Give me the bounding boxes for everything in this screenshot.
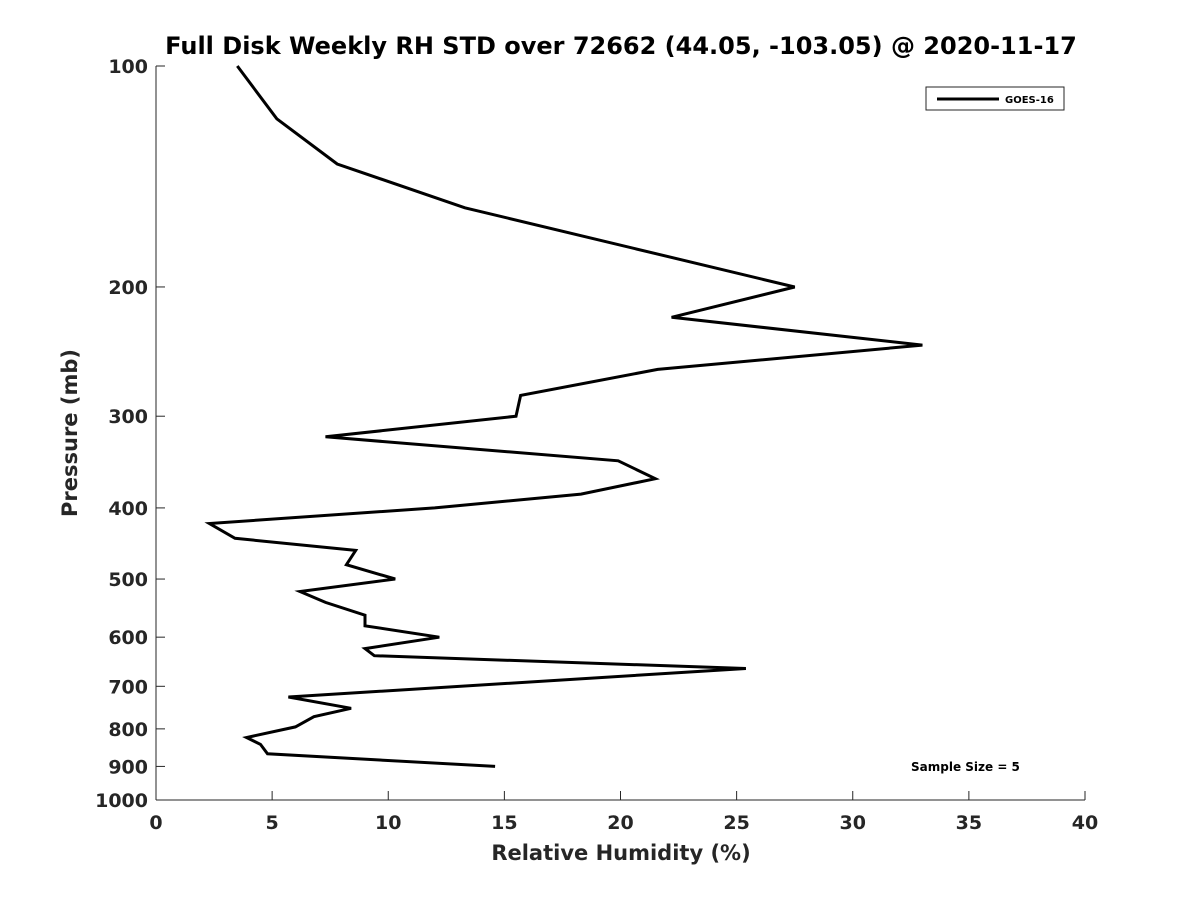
series-line-goes-16	[204, 65, 923, 768]
y-tick-label: 200	[108, 277, 148, 299]
x-tick-label: 30	[840, 812, 866, 834]
y-tick-label: 100	[108, 56, 148, 78]
x-axis-label: Relative Humidity (%)	[491, 841, 750, 865]
x-tick-label: 40	[1072, 812, 1098, 834]
y-tick-label: 500	[108, 569, 148, 591]
y-axis-label: Pressure (mb)	[58, 349, 82, 517]
y-tick-label: 900	[108, 756, 148, 778]
legend: GOES-16	[925, 86, 1065, 111]
x-tick-label: 5	[266, 812, 279, 834]
y-tick-label: 300	[108, 406, 148, 428]
x-tick-label: 20	[607, 812, 633, 834]
legend-label-goes-16: GOES-16	[1005, 95, 1054, 106]
x-tick-label: 35	[956, 812, 982, 834]
sample-size-annotation: Sample Size = 5	[911, 760, 1020, 774]
x-tick-label: 15	[491, 812, 517, 834]
x-tick-label: 0	[149, 812, 162, 834]
y-tick-label: 600	[108, 627, 148, 649]
y-tick-label: 1000	[95, 790, 148, 812]
y-axis-ticks: 100 200 300 400 500 600 700 800 900 1000	[95, 56, 165, 812]
chart-title: Full Disk Weekly RH STD over 72662 (44.0…	[165, 32, 1077, 60]
y-tick-label: 800	[108, 719, 148, 741]
x-tick-label: 10	[375, 812, 401, 834]
y-tick-label: 700	[108, 676, 148, 698]
x-axis-ticks: 0 5 10 15 20 25 30 35 40	[149, 791, 1098, 834]
y-tick-label: 400	[108, 498, 148, 520]
x-tick-label: 25	[723, 812, 749, 834]
